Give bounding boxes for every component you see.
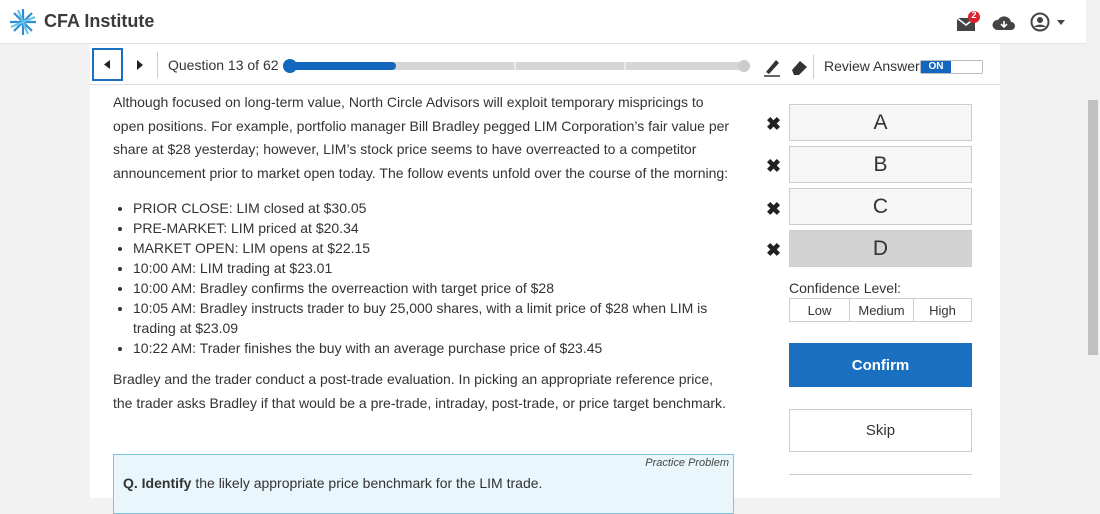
passage-intro: Although focused on long-term value, Nor…	[113, 94, 730, 181]
logo-icon	[10, 9, 36, 35]
question-stem: Q. Identify the likely appropriate price…	[123, 475, 542, 491]
event: 10:00 AM: Bradley confirms the overreact…	[133, 278, 733, 298]
choice-selected[interactable]: D	[789, 230, 972, 267]
mail-icon[interactable]	[955, 10, 981, 36]
question-box: Practice Problem Q. Identify the likely …	[113, 454, 734, 514]
scrollbar[interactable]	[1086, 0, 1100, 498]
event: 10:00 AM: LIM trading at $23.01	[133, 258, 733, 278]
passage-closing: Bradley and the trader conduct a post-tr…	[113, 371, 726, 411]
strike-c[interactable]: ✖	[766, 199, 782, 219]
question-tag: Practice Problem	[645, 457, 729, 469]
cloud-icon[interactable]	[992, 12, 1016, 34]
divider	[813, 55, 814, 79]
confidence-option[interactable]: Medium	[849, 298, 914, 322]
divider	[157, 52, 158, 78]
confirm-button[interactable]: Confirm	[789, 343, 972, 387]
divider	[90, 84, 1000, 85]
strike-b[interactable]: ✖	[766, 156, 782, 176]
scroll-thumb[interactable]	[1088, 100, 1098, 355]
page: CFA Institute 2 Question 13 of 62 Review…	[0, 0, 1100, 498]
question-lead: Q. Identify	[123, 475, 192, 491]
event: PRE-MARKET: LIM priced at $20.34	[133, 218, 733, 238]
next-button[interactable]	[130, 52, 150, 78]
strike-a[interactable]: ✖	[766, 114, 782, 134]
mail-badge: 2	[971, 10, 977, 20]
review-label: Review Answer	[824, 58, 920, 74]
header: CFA Institute 2	[0, 0, 1100, 44]
skip-button[interactable]: Skip	[789, 409, 972, 452]
strike-d[interactable]: ✖	[766, 240, 782, 260]
question-counter: Question 13 of 62	[168, 57, 279, 73]
annotate-tools[interactable]	[762, 56, 810, 78]
event: MARKET OPEN: LIM opens at $22.15	[133, 238, 733, 258]
confidence-label: Confidence Level:	[789, 280, 902, 296]
event: PRIOR CLOSE: LIM closed at $30.05	[133, 198, 733, 218]
progress-bar	[283, 59, 750, 73]
logo-text: CFA Institute	[44, 11, 155, 31]
confidence-option[interactable]: High	[913, 298, 972, 322]
event-list: PRIOR CLOSE: LIM closed at $30.05 PRE-MA…	[113, 198, 733, 358]
event: 10:05 AM: Bradley instructs trader to bu…	[133, 298, 733, 338]
divider	[789, 474, 972, 475]
confidence-option[interactable]: Low	[789, 298, 850, 322]
choice[interactable]: A	[789, 104, 972, 141]
event: 10:22 AM: Trader finishes the buy with a…	[133, 338, 733, 358]
prev-button[interactable]	[92, 48, 123, 81]
question-text: the likely appropriate price benchmark f…	[195, 475, 543, 491]
review-toggle[interactable]: ON	[920, 60, 983, 74]
choice[interactable]: B	[789, 146, 972, 183]
toggle-state: ON	[921, 61, 951, 73]
user-menu[interactable]	[1030, 12, 1072, 34]
choice[interactable]: C	[789, 188, 972, 225]
